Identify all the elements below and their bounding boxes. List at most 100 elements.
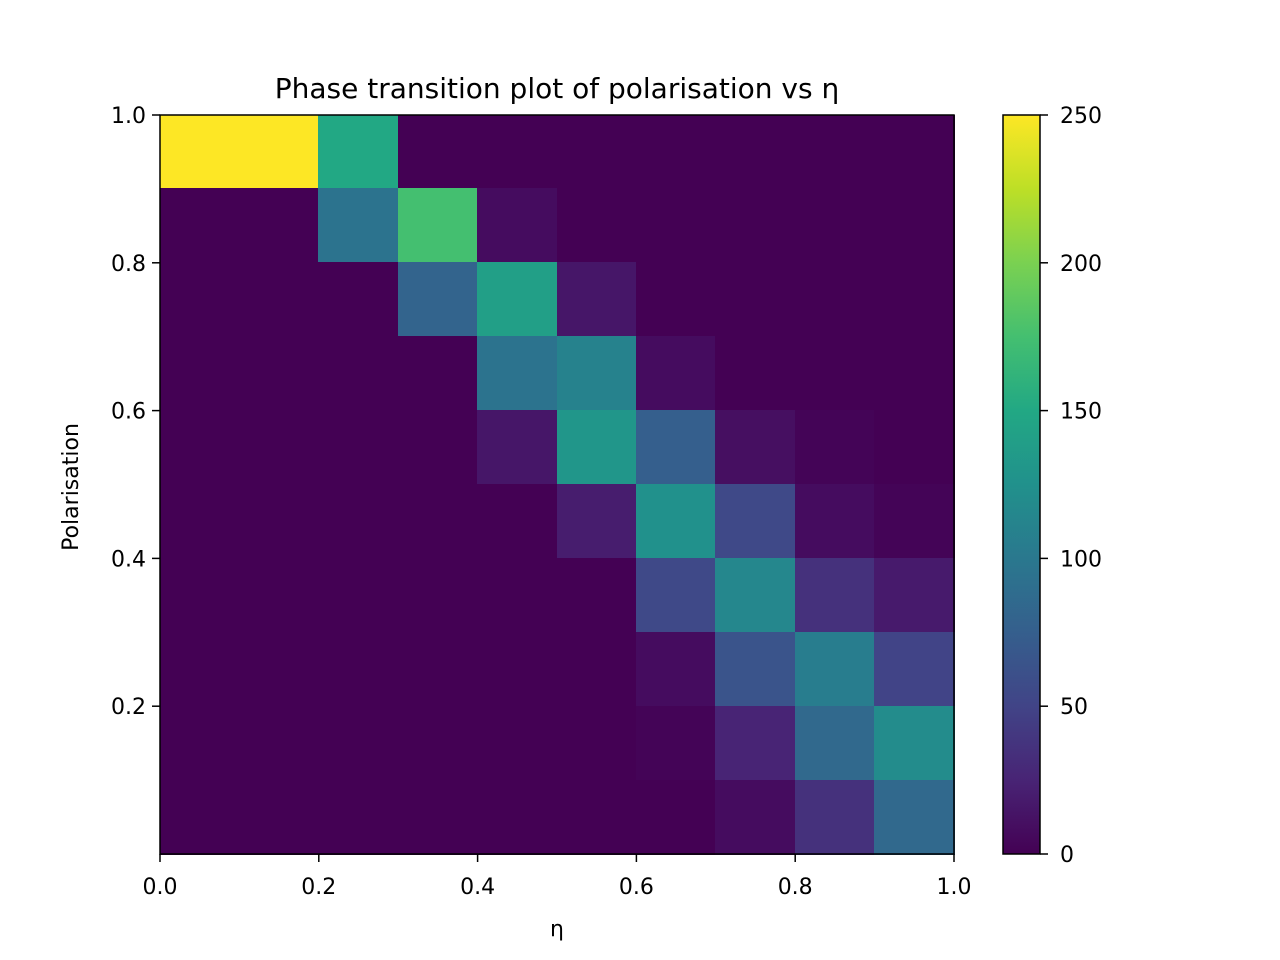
x-tick-label: 1.0 bbox=[937, 875, 972, 900]
heatmap-cell bbox=[318, 410, 399, 485]
heatmap-cell bbox=[398, 188, 478, 263]
heatmap-cell bbox=[795, 115, 875, 189]
heatmap-cell bbox=[318, 632, 399, 707]
heatmap-cell bbox=[557, 188, 637, 263]
heatmap-cell bbox=[239, 780, 319, 855]
x-tick-label: 0.6 bbox=[619, 875, 654, 900]
heatmap-cell bbox=[715, 188, 796, 263]
heatmap-cell bbox=[160, 115, 240, 189]
heatmap-cell bbox=[477, 262, 558, 337]
heatmap-cell bbox=[239, 484, 319, 559]
heatmap-cell bbox=[398, 706, 478, 781]
heatmap-cell bbox=[715, 336, 796, 411]
heatmap-cell bbox=[239, 706, 319, 781]
heatmap-cell bbox=[715, 410, 796, 485]
heatmap-cell bbox=[557, 484, 637, 559]
y-tick-label: 0.4 bbox=[111, 547, 146, 572]
heatmap-cell bbox=[398, 262, 478, 337]
heatmap-cell bbox=[715, 780, 796, 855]
heatmap-cell bbox=[874, 262, 955, 337]
x-tick-label: 0.2 bbox=[301, 875, 336, 900]
colorbar-axis: 0 50 100 150 200 250 bbox=[1040, 104, 1102, 868]
heatmap-cell bbox=[398, 780, 478, 855]
heatmap-cell bbox=[557, 336, 637, 411]
heatmap-cell bbox=[557, 558, 637, 633]
heatmap-cell bbox=[795, 262, 875, 337]
x-tick-label: 0.0 bbox=[143, 875, 178, 900]
heatmap-cell bbox=[874, 410, 955, 485]
heatmap-cell bbox=[160, 262, 240, 337]
y-tick-label: 0.6 bbox=[111, 400, 146, 425]
heatmap-cell bbox=[636, 336, 716, 411]
heatmap-cell bbox=[874, 706, 955, 781]
heatmap-cell bbox=[398, 632, 478, 707]
heatmap-cell bbox=[160, 410, 240, 485]
heatmap-cell bbox=[398, 558, 478, 633]
heatmap-cell bbox=[715, 484, 796, 559]
heatmap-cell bbox=[160, 484, 240, 559]
colorbar-tick-label: 100 bbox=[1060, 547, 1102, 572]
x-tick-label: 0.8 bbox=[778, 875, 813, 900]
colorbar-tick-label: 200 bbox=[1060, 252, 1102, 277]
heatmap-cell bbox=[795, 780, 875, 855]
heatmap-cell bbox=[239, 188, 319, 263]
y-axis-title: Polarisation bbox=[59, 423, 84, 551]
heatmap-cell bbox=[795, 484, 875, 559]
heatmap-cell bbox=[715, 632, 796, 707]
heatmap-cell bbox=[160, 336, 240, 411]
heatmap-cell bbox=[557, 780, 637, 855]
y-axis: 0.2 0.4 0.6 0.8 1.0 bbox=[111, 104, 160, 720]
heatmap-cell bbox=[636, 484, 716, 559]
colorbar-tick-label: 250 bbox=[1060, 104, 1102, 129]
heatmap-cell bbox=[715, 115, 796, 189]
heatmap-cell bbox=[318, 262, 399, 337]
x-axis-title: η bbox=[550, 917, 564, 942]
heatmap-cell bbox=[557, 632, 637, 707]
heatmap-cell bbox=[318, 188, 399, 263]
heatmap-cell bbox=[636, 410, 716, 485]
x-axis: 0.0 0.2 0.4 0.6 0.8 1.0 bbox=[143, 854, 972, 900]
heatmap-cell bbox=[477, 410, 558, 485]
heatmap-cell bbox=[318, 484, 399, 559]
heatmap-cell bbox=[239, 262, 319, 337]
colorbar-tick-label: 50 bbox=[1060, 695, 1088, 720]
heatmap-cell bbox=[795, 706, 875, 781]
heatmap-cell bbox=[874, 188, 955, 263]
heatmap-cell bbox=[795, 188, 875, 263]
heatmap-cell bbox=[398, 336, 478, 411]
heatmap-cell bbox=[239, 558, 319, 633]
heatmap-cell bbox=[636, 115, 716, 189]
colorbar-tick-label: 150 bbox=[1060, 400, 1102, 425]
heatmap-cell bbox=[874, 484, 955, 559]
heatmap-cell bbox=[874, 115, 955, 189]
heatmap-cell bbox=[874, 336, 955, 411]
heatmap-cell bbox=[557, 115, 637, 189]
heatmap-cell bbox=[239, 632, 319, 707]
heatmap-cell bbox=[557, 262, 637, 337]
y-tick-label: 1.0 bbox=[111, 104, 146, 129]
heatmap-cell bbox=[636, 632, 716, 707]
x-tick-label: 0.4 bbox=[460, 875, 495, 900]
heatmap-cell bbox=[477, 484, 558, 559]
heatmap-cell bbox=[477, 558, 558, 633]
heatmap-cell bbox=[715, 262, 796, 337]
heatmap-cell bbox=[318, 336, 399, 411]
heatmap-cell bbox=[715, 558, 796, 633]
heatmap-cell bbox=[160, 632, 240, 707]
chart-title: Phase transition plot of polarisation vs… bbox=[275, 72, 839, 105]
heatmap-cell bbox=[477, 188, 558, 263]
heatmap-cell bbox=[239, 115, 319, 189]
heatmap-cell bbox=[398, 484, 478, 559]
heatmap-cell bbox=[477, 632, 558, 707]
colorbar bbox=[1002, 114, 1041, 855]
heatmap-cell bbox=[636, 780, 716, 855]
heatmap-cell bbox=[874, 780, 955, 855]
heatmap-cell bbox=[636, 558, 716, 633]
heatmap-cell bbox=[477, 706, 558, 781]
heatmap-cell bbox=[795, 558, 875, 633]
heatmap-cell bbox=[239, 336, 319, 411]
plot-frame bbox=[159, 114, 955, 855]
heatmap-cells bbox=[160, 115, 955, 855]
heatmap-cell bbox=[477, 780, 558, 855]
heatmap-cell bbox=[636, 188, 716, 263]
